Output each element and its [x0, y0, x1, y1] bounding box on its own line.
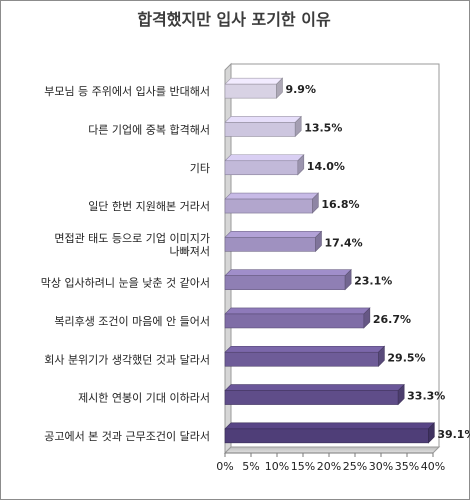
- category-label: 회사 분위기가 생각했던 것과 달라서: [44, 353, 210, 366]
- bar-end-face: [378, 345, 385, 367]
- bar-value-label: 13.5%: [304, 121, 342, 134]
- bar-front-face: [224, 275, 346, 290]
- x-tick-label: 15%: [291, 460, 315, 473]
- chart-title: 합격했지만 입사 포기한 이유: [137, 10, 331, 29]
- category-label: 부모님 등 주위에서 입사를 반대해서: [44, 84, 210, 98]
- bar-end-face: [312, 192, 319, 214]
- bar-top-face: [224, 307, 371, 315]
- category-label: 제시한 연봉이 기대 이하라서: [78, 391, 210, 405]
- bar: [224, 307, 371, 329]
- bar: [224, 115, 302, 138]
- bar-top-face: [224, 345, 386, 353]
- bar-top-face: [224, 269, 352, 276]
- category-label: 면접관 태도 등으로 기업 이미지가 나빠져서: [54, 232, 210, 258]
- bar-top-face: [224, 384, 405, 391]
- bar: [224, 230, 323, 253]
- bar-front-face: [224, 122, 296, 137]
- bar-front-face: [224, 313, 365, 329]
- category-label-line: 제시한 연봉이 기대 이하라서: [78, 391, 210, 405]
- bar: [224, 154, 305, 176]
- bar-value-label: 17.4%: [324, 236, 362, 249]
- category-label-line: 나빠져서: [170, 245, 210, 258]
- bar-top-face: [224, 154, 305, 162]
- bar: [224, 383, 405, 406]
- bar: [224, 268, 352, 291]
- bar-end-face: [428, 422, 435, 444]
- category-label-line: 다른 기업에 중복 합격해서: [88, 122, 210, 136]
- category-label-line: 기타: [190, 162, 210, 175]
- category-label-line: 부모님 등 주위에서 입사를 반대해서: [44, 84, 210, 98]
- category-label-line: 막상 입사하려니 눈을 낮춘 것 같아서: [41, 276, 210, 290]
- bar-end-face: [297, 154, 305, 176]
- bar-top-face: [224, 422, 436, 430]
- x-tick-label: 20%: [317, 460, 341, 473]
- bar-end-face: [294, 115, 302, 138]
- bar-front-face: [224, 237, 316, 252]
- category-label: 기타: [190, 162, 210, 175]
- bar: [224, 192, 320, 214]
- bar: [224, 345, 386, 367]
- category-label: 공고에서 본 것과 근무조건이 달라서: [44, 430, 210, 443]
- bar-end-face: [397, 383, 405, 406]
- bar-value-label: 33.3%: [407, 390, 445, 403]
- bar-value-label: 9.9%: [285, 83, 316, 96]
- bar-end-face: [276, 77, 283, 99]
- x-tick-label: 0%: [216, 460, 233, 473]
- bar-value-label: 29.5%: [387, 351, 425, 364]
- bar-top-face: [224, 77, 284, 85]
- category-label: 다른 기업에 중복 합격해서: [88, 122, 210, 136]
- bar-top-face: [224, 231, 323, 238]
- x-tick-label: 5%: [242, 460, 259, 473]
- bar-end-face: [344, 268, 352, 291]
- bar: [224, 77, 284, 99]
- category-label-line: 공고에서 본 것과 근무조건이 달라서: [44, 430, 210, 443]
- bar-value-label: 23.1%: [354, 275, 392, 288]
- category-label-line: 회사 분위기가 생각했던 것과 달라서: [44, 353, 210, 366]
- category-label: 일단 한번 지원해본 거라서: [88, 199, 210, 213]
- bar-top-face: [224, 116, 302, 123]
- x-tick-label: 35%: [395, 460, 419, 473]
- category-label: 막상 입사하려니 눈을 낮춘 것 같아서: [41, 276, 210, 290]
- x-tick-label: 30%: [369, 460, 393, 473]
- bar-front-face: [224, 160, 299, 176]
- bar-top-face: [224, 192, 320, 200]
- category-label-line: 일단 한번 지원해본 거라서: [88, 199, 210, 213]
- category-label-line: 면접관 태도 등으로 기업 이미지가: [54, 232, 210, 245]
- bar-front-face: [224, 198, 313, 214]
- bar-front-face: [224, 390, 399, 405]
- bar-value-label: 16.8%: [321, 198, 359, 211]
- bar-value-label: 26.7%: [373, 313, 411, 326]
- x-tick-label: 10%: [265, 460, 289, 473]
- bar-value-label: 39.1%: [437, 428, 470, 441]
- bar-end-face: [315, 230, 322, 253]
- x-tick-label: 25%: [343, 460, 367, 473]
- bar-front-face: [224, 83, 277, 99]
- category-label: 복리후생 조건이 마음에 안 들어서: [54, 315, 210, 328]
- plot-floor: [223, 446, 441, 454]
- x-tick-label: 40%: [421, 460, 445, 473]
- bar: [224, 422, 436, 444]
- bar-end-face: [363, 307, 371, 329]
- category-label-line: 복리후생 조건이 마음에 안 들어서: [54, 315, 210, 328]
- bar-value-label: 14.0%: [307, 160, 345, 173]
- bar-front-face: [224, 351, 379, 367]
- bar-front-face: [224, 428, 429, 444]
